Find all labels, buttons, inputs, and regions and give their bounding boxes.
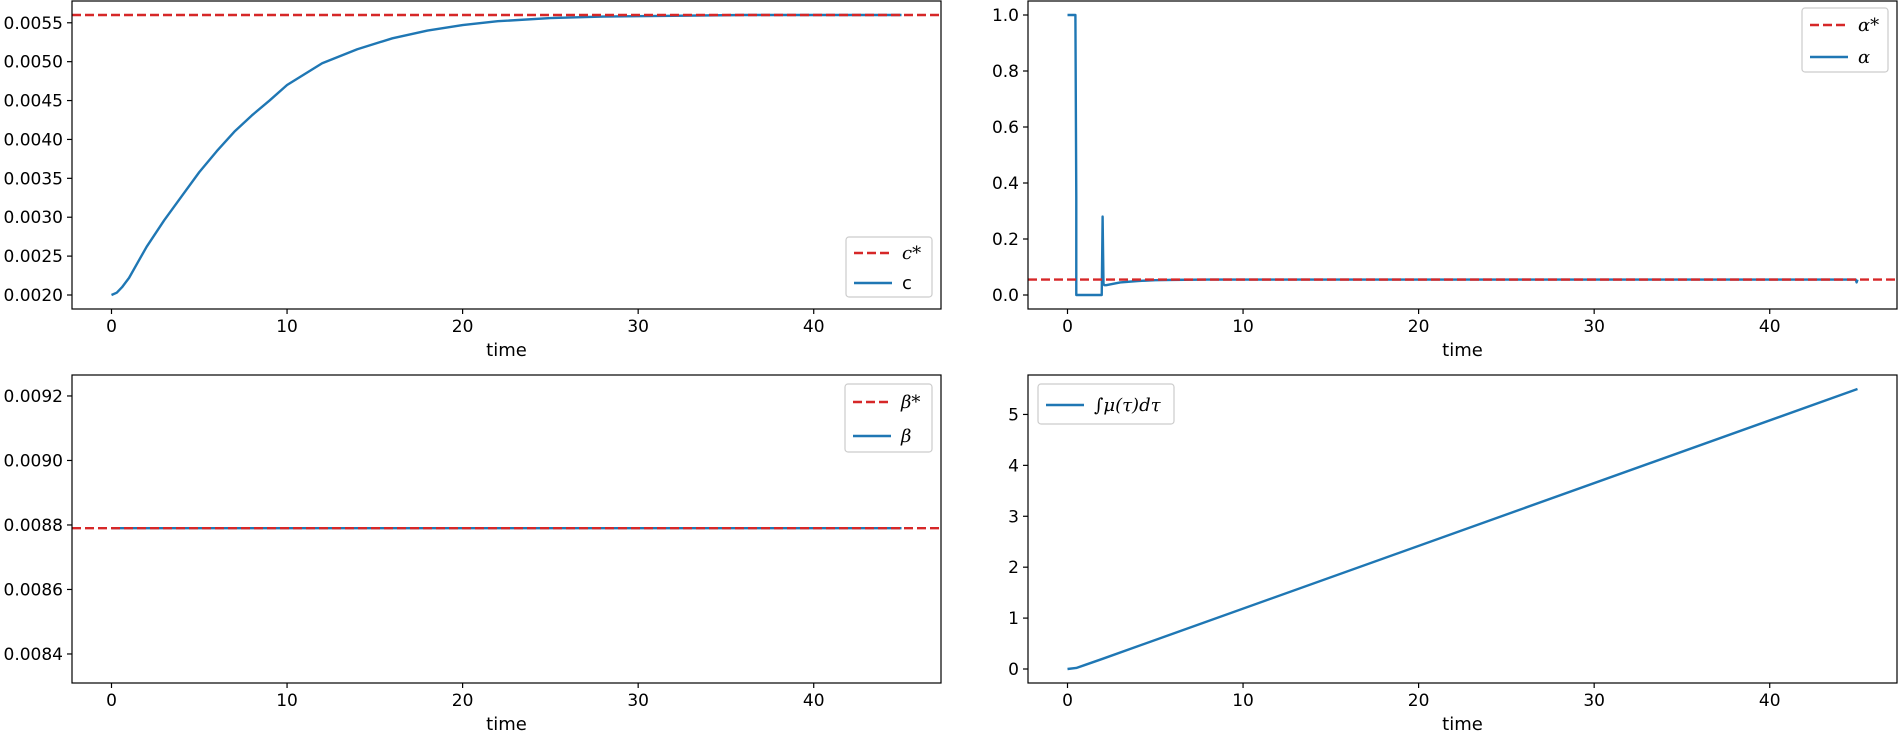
series-line [111, 13, 902, 297]
y-tick-label: 0.0030 [4, 208, 63, 228]
subplot-1: 0 10 20 30 40 0.0020 0.0025 0.0030 0.0035 0.0040 0… [4, 0, 942, 361]
x-tick-label: 30 [1583, 317, 1605, 337]
y-tick-label: 0.0035 [4, 169, 63, 189]
y-tick-label: 0.0 [992, 286, 1019, 306]
y-tick-label: 0.0045 [4, 92, 63, 112]
plot-frame [71, 0, 942, 310]
subplot-3: 0 10 20 30 40 0.0084 0.0086 0.0088 0.0090 0.0092 t… [4, 374, 942, 735]
plot-frame [1027, 0, 1898, 310]
y-tick-label: 0.0040 [4, 130, 63, 150]
legend-label: ∫μ(τ)dτ [1094, 395, 1162, 416]
x-tick-label: 10 [276, 691, 298, 711]
y-tick-label: 1 [1008, 609, 1019, 629]
x-axis-title: time [1442, 340, 1483, 361]
legend: α* α [1801, 7, 1889, 73]
subplot-4: 0 10 20 30 40 0 1 2 3 4 5 time ∫μ(τ)dτ [1008, 374, 1898, 735]
x-tick-label: 40 [1759, 691, 1781, 711]
x-tick-label: 10 [276, 317, 298, 337]
plot-area [1028, 13, 1897, 297]
x-tick-label: 0 [106, 317, 117, 337]
legend-label: c* [902, 243, 921, 264]
y-tick-label: 0.6 [992, 118, 1019, 138]
x-axis-title: time [1442, 714, 1483, 735]
x-tick-label: 10 [1232, 317, 1254, 337]
x-axis-title: time [486, 714, 527, 735]
y-tick-label: 0.0092 [4, 387, 63, 407]
x-tick-label: 40 [1759, 317, 1781, 337]
legend-label: β* [900, 392, 920, 413]
legend: c* c [845, 236, 933, 298]
y-tick-label: 0.0020 [4, 286, 63, 306]
x-tick-label: 30 [1583, 691, 1605, 711]
y-tick-label: 0.4 [992, 174, 1019, 194]
x-tick-label: 0 [1062, 691, 1073, 711]
series-line [1067, 13, 1859, 297]
y-tick-label: 4 [1008, 456, 1019, 476]
series-line [1067, 387, 1858, 671]
legend-label: c [902, 273, 912, 294]
legend: ∫μ(τ)dτ [1037, 383, 1175, 425]
x-tick-label: 40 [803, 317, 825, 337]
y-tick-label: 5 [1008, 405, 1019, 425]
x-tick-label: 20 [452, 317, 474, 337]
y-tick-label: 0.0025 [4, 247, 63, 267]
x-tick-label: 30 [627, 691, 649, 711]
plot-area [72, 13, 941, 297]
y-tick-label: 0.0050 [4, 53, 63, 73]
y-tick-label: 0 [1008, 660, 1019, 680]
x-tick-label: 0 [1062, 317, 1073, 337]
legend-box [1037, 383, 1175, 425]
plot-frame [71, 374, 942, 684]
x-tick-label: 10 [1232, 691, 1254, 711]
x-axis-title: time [486, 340, 527, 361]
y-tick-label: 0.0084 [4, 645, 63, 665]
x-tick-label: 20 [1408, 691, 1430, 711]
plot-frame [1027, 374, 1898, 684]
y-tick-label: 0.8 [992, 62, 1019, 82]
y-tick-label: 3 [1008, 507, 1019, 527]
y-tick-label: 2 [1008, 558, 1019, 578]
y-tick-label: 0.0088 [4, 516, 63, 536]
plot-area [1067, 387, 1858, 671]
y-tick-label: 0.0090 [4, 451, 63, 471]
x-tick-label: 30 [627, 317, 649, 337]
y-tick-label: 0.0086 [4, 580, 63, 600]
legend: β* β [844, 383, 933, 453]
x-tick-label: 20 [1408, 317, 1430, 337]
x-tick-label: 20 [452, 691, 474, 711]
y-tick-label: 0.2 [992, 230, 1019, 250]
subplot-2: 0 10 20 30 40 0.0 0.2 0.4 0.6 0.8 1.0 time α* α [992, 0, 1898, 361]
legend-label: β [900, 426, 911, 447]
legend-label: α* [1858, 15, 1879, 36]
legend-label: α [1858, 47, 1870, 68]
x-tick-label: 40 [803, 691, 825, 711]
x-tick-label: 0 [106, 691, 117, 711]
y-tick-label: 0.0055 [4, 14, 63, 34]
y-tick-label: 1.0 [992, 6, 1019, 26]
